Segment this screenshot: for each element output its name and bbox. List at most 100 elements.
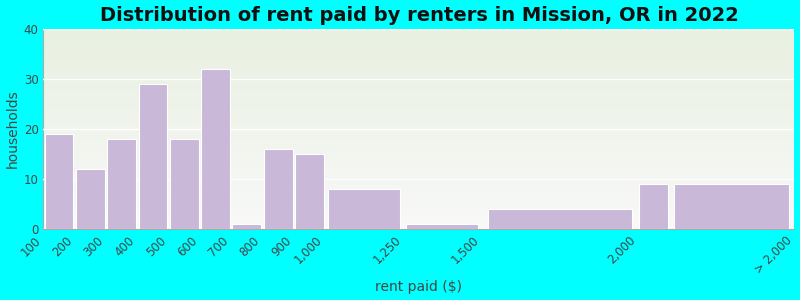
Bar [43, 223, 794, 224]
Bar [43, 143, 794, 144]
Bar [43, 213, 794, 214]
Bar [43, 202, 794, 203]
Bar [43, 184, 794, 185]
Bar [43, 214, 794, 215]
Bar [43, 217, 794, 218]
Bar [43, 79, 794, 80]
Bar [43, 207, 794, 208]
Bar [43, 174, 794, 175]
Bar [43, 212, 794, 213]
Bar [43, 107, 794, 108]
Bar [43, 164, 794, 165]
Bar [43, 189, 794, 190]
Bar [43, 95, 794, 96]
Bar [43, 218, 794, 219]
Bar [43, 55, 794, 56]
Bar [43, 73, 794, 74]
Bar [43, 185, 794, 186]
Bar [43, 219, 794, 220]
Bar [43, 176, 794, 177]
Bar [43, 112, 794, 113]
Bar [43, 111, 794, 112]
Bar [43, 222, 794, 223]
Bar [406, 224, 478, 229]
Bar [43, 114, 794, 115]
Bar [43, 177, 794, 178]
Bar [295, 154, 324, 229]
Bar [43, 124, 794, 125]
Bar [43, 40, 794, 41]
Bar [201, 69, 230, 229]
Bar [43, 155, 794, 156]
Bar [43, 190, 794, 191]
Bar [43, 64, 794, 65]
Bar [43, 108, 794, 109]
Bar [43, 103, 794, 104]
Bar [43, 220, 794, 221]
Bar [43, 152, 794, 153]
Bar [43, 78, 794, 79]
Bar [43, 129, 794, 130]
Bar [43, 104, 794, 105]
Bar [43, 61, 794, 62]
Bar [43, 193, 794, 194]
Bar [43, 138, 794, 139]
Bar [43, 42, 794, 43]
Bar [43, 163, 794, 164]
Bar [43, 53, 794, 54]
Bar [43, 157, 794, 158]
Bar [43, 51, 794, 52]
Bar [43, 46, 794, 47]
Bar [43, 210, 794, 211]
Bar [43, 132, 794, 133]
Bar [43, 136, 794, 137]
Bar [43, 209, 794, 210]
Bar [43, 128, 794, 129]
Bar [43, 102, 794, 103]
Bar [43, 63, 794, 64]
Bar [43, 226, 794, 227]
Bar [43, 173, 794, 174]
Bar [43, 126, 794, 127]
Bar [43, 29, 794, 30]
Bar [43, 31, 794, 32]
Bar [43, 47, 794, 48]
Bar [43, 228, 794, 229]
Bar [138, 84, 167, 229]
Bar [43, 198, 794, 199]
Bar [43, 188, 794, 189]
Bar [43, 122, 794, 123]
Bar [43, 101, 794, 102]
Bar [43, 133, 794, 134]
Bar [43, 37, 794, 38]
Bar [43, 140, 794, 141]
Bar [43, 83, 794, 84]
Bar [43, 39, 794, 40]
Bar [43, 153, 794, 154]
Bar [43, 44, 794, 45]
Bar [43, 94, 794, 95]
Bar [43, 97, 794, 98]
Bar [639, 184, 668, 229]
Bar [43, 149, 794, 150]
Bar [43, 90, 794, 91]
Bar [43, 68, 794, 69]
Bar [43, 170, 794, 171]
Bar [43, 135, 794, 136]
Bar [43, 195, 794, 196]
Bar [43, 48, 794, 49]
Bar [43, 74, 794, 75]
Bar [233, 224, 262, 229]
Bar [43, 150, 794, 151]
Bar [43, 116, 794, 117]
Bar [43, 187, 794, 188]
Bar [43, 92, 794, 93]
Bar [43, 166, 794, 167]
Bar [43, 34, 794, 35]
Bar [43, 67, 794, 68]
Bar [43, 43, 794, 44]
Bar [43, 70, 794, 71]
Bar [43, 82, 794, 83]
Bar [43, 58, 794, 59]
Bar [43, 119, 794, 120]
